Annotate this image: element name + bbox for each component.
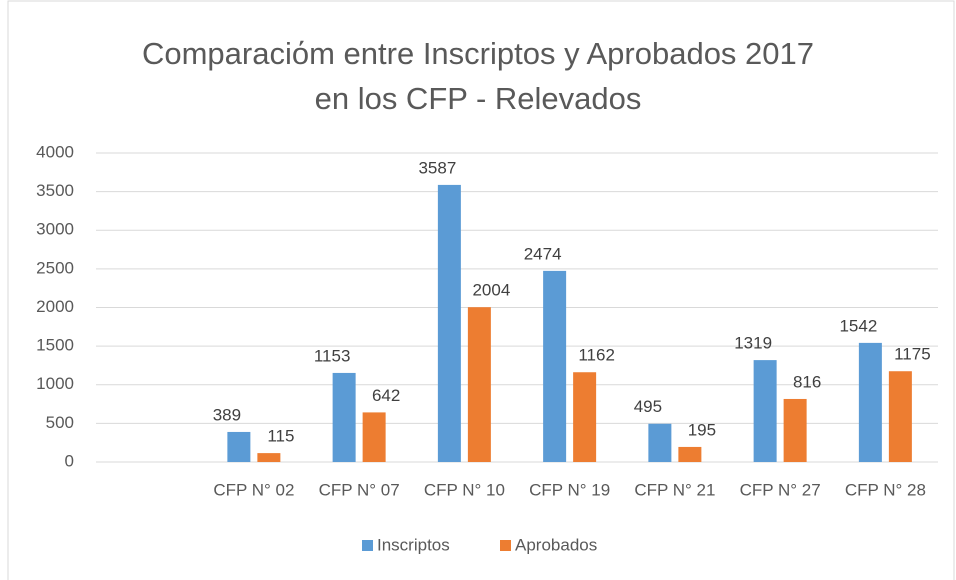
bar — [332, 372, 356, 462]
y-tick-label: 3500 — [36, 181, 74, 200]
x-tick-label: CFP N° 02 — [213, 480, 294, 499]
x-tick-label: CFP N° 19 — [529, 480, 610, 499]
data-label: 1319 — [734, 334, 772, 353]
bar — [648, 423, 672, 462]
chart-frame — [7, 0, 955, 580]
y-tick-label: 1000 — [36, 374, 74, 393]
data-label: 495 — [634, 397, 662, 416]
x-tick-label: CFP N° 10 — [424, 480, 505, 499]
bar — [573, 372, 597, 462]
bar — [362, 412, 386, 462]
bar — [257, 453, 281, 462]
data-label: 1153 — [314, 346, 351, 365]
data-label: 1542 — [839, 316, 877, 335]
bar — [783, 398, 807, 462]
data-label: 2004 — [472, 281, 510, 300]
bar — [467, 307, 491, 462]
bar — [858, 342, 882, 462]
y-tick-label: 1500 — [36, 336, 74, 355]
legend-swatch — [500, 540, 511, 551]
data-label: 115 — [267, 427, 294, 446]
legend-label: Aprobados — [515, 535, 597, 554]
data-label: 816 — [793, 372, 821, 391]
data-label: 1162 — [578, 346, 615, 365]
y-tick-label: 3000 — [36, 220, 74, 239]
bar — [753, 360, 777, 462]
data-label: 2474 — [524, 244, 562, 263]
chart-title: Comparaciόm entre Inscriptos y Aprobados… — [142, 36, 814, 71]
y-tick-label: 2500 — [36, 258, 74, 277]
bar — [437, 184, 461, 463]
bar — [888, 371, 912, 462]
y-tick-label: 500 — [46, 413, 74, 432]
data-label: 195 — [688, 420, 716, 439]
data-label: 642 — [372, 386, 400, 405]
y-tick-label: 0 — [65, 451, 74, 470]
y-tick-label: 2000 — [36, 297, 74, 316]
chart-title: en los CFP - Relevados — [315, 81, 642, 116]
x-tick-label: CFP N° 07 — [319, 480, 400, 499]
x-tick-label: CFP N° 21 — [634, 480, 715, 499]
x-tick-label: CFP N° 27 — [740, 480, 821, 499]
bar — [227, 431, 251, 462]
data-label: 389 — [213, 405, 241, 424]
legend-label: Inscriptos — [377, 535, 450, 554]
x-tick-label: CFP N° 28 — [845, 480, 926, 499]
bar — [678, 446, 702, 462]
data-label: 3587 — [418, 158, 456, 177]
bar — [543, 270, 567, 462]
data-label: 1175 — [894, 345, 931, 364]
legend-swatch — [362, 540, 373, 551]
y-tick-label: 4000 — [36, 142, 74, 161]
